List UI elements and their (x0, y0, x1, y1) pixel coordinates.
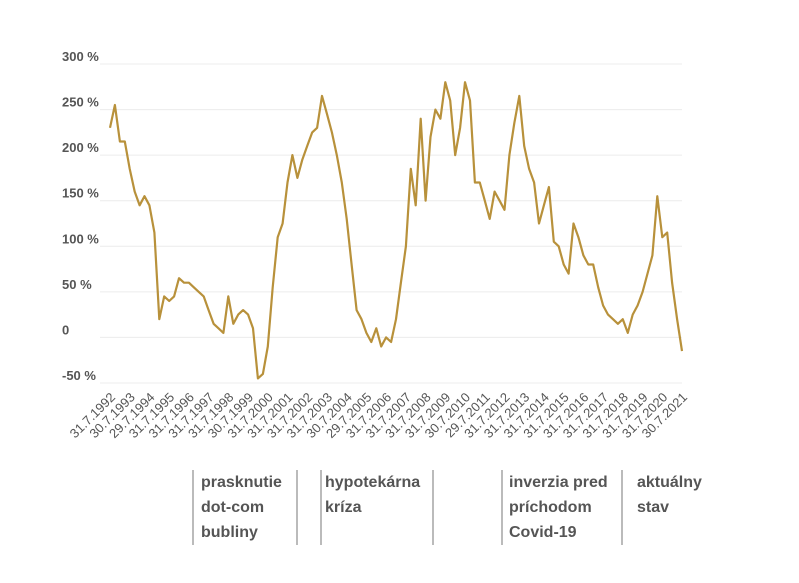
y-tick-label: 50 % (62, 277, 92, 292)
annotation: kríza (325, 499, 362, 516)
annotation: príchodom (509, 499, 592, 516)
annotation: Covid-19 (509, 524, 577, 541)
y-tick-label: 200 % (62, 140, 99, 155)
annotation: stav (637, 499, 669, 516)
y-tick-label: 250 % (62, 95, 99, 110)
annotation: inverzia pred (509, 474, 608, 491)
annotation-dividers (192, 470, 623, 545)
y-tick-label: 300 % (62, 49, 99, 64)
annotation: aktuálny (637, 474, 702, 491)
y-tick-label: -50 % (62, 368, 96, 383)
series-line (108, 81, 684, 380)
annotation: hypotekárna (325, 474, 420, 491)
y-tick-label: 150 % (62, 186, 99, 201)
annotation: prasknutie (201, 474, 282, 491)
annotation: dot-com (201, 499, 264, 516)
annotation: bubliny (201, 524, 258, 541)
y-tick-label: 0 (62, 322, 69, 337)
y-tick-label: 100 % (62, 231, 99, 246)
